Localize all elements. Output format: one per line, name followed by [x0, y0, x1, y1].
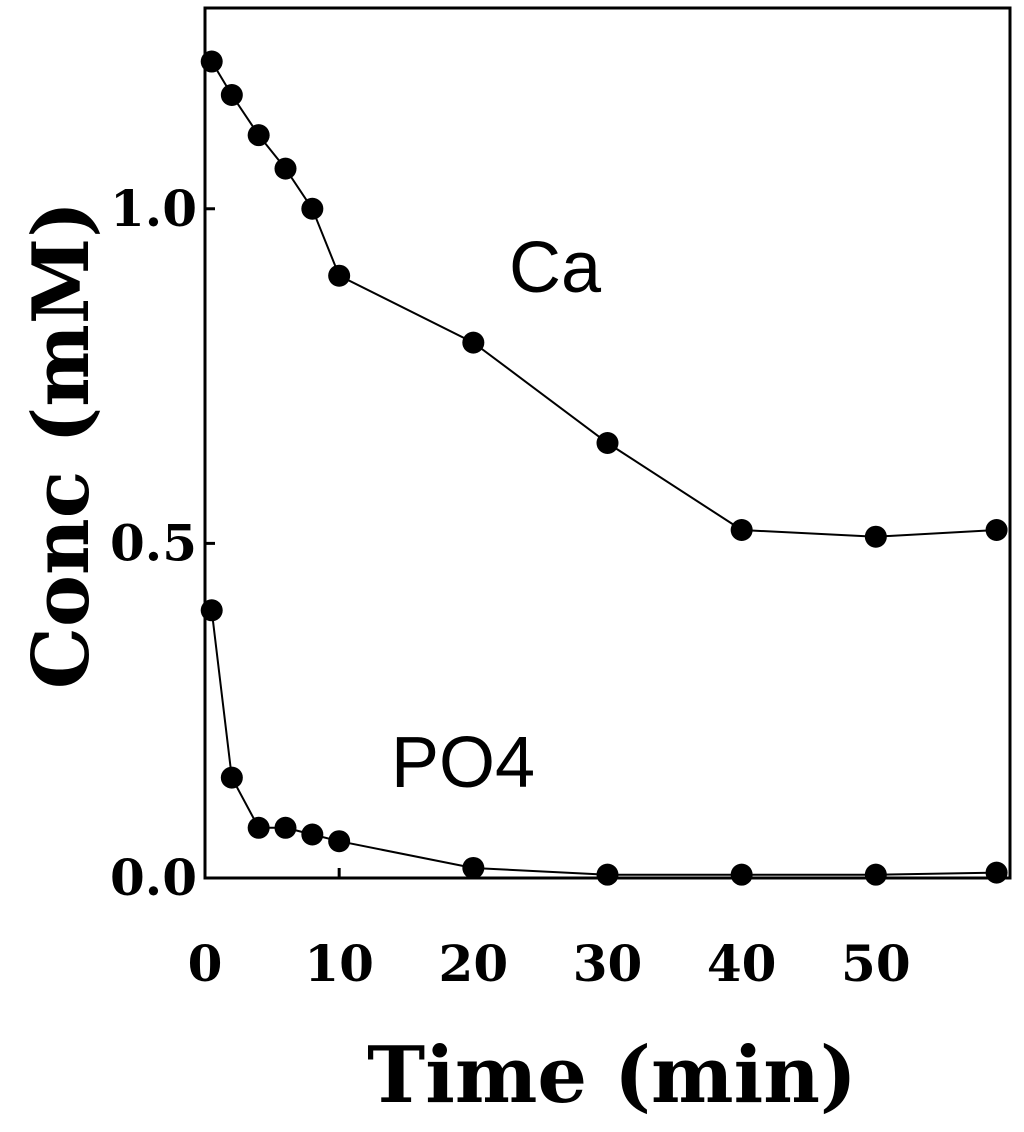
data-point-po4: [864, 863, 887, 886]
data-point-po4: [462, 856, 485, 879]
x-tick-label: 20: [439, 934, 509, 993]
series-po4: [200, 599, 1008, 886]
x-tick-label: 40: [707, 934, 777, 993]
data-point-ca: [864, 525, 887, 548]
data-point-ca: [985, 519, 1008, 541]
series-line-po4: [210, 610, 997, 876]
series-line-ca: [210, 60, 997, 538]
x-axis: 0 10 20 30 40 50: [188, 868, 911, 993]
data-point-po4: [274, 816, 297, 839]
y-axis: 0.0 0.5 1.0: [110, 179, 215, 907]
data-point-po4: [596, 863, 619, 886]
data-point-po4: [985, 861, 1008, 884]
data-point-po4: [730, 863, 753, 886]
x-tick-label: 0: [188, 934, 223, 993]
series-label-po4: PO4: [391, 723, 535, 803]
y-tick-label: 1.0: [110, 179, 197, 238]
x-tick-label: 30: [573, 934, 643, 993]
data-point-po4: [328, 830, 351, 853]
series-label-ca: Ca: [509, 228, 602, 308]
data-point-ca: [274, 157, 297, 180]
y-axis-title: Conc (mM): [16, 201, 107, 689]
series-layer: [200, 50, 1008, 886]
y-tick-label: 0.5: [110, 513, 197, 572]
data-point-po4: [200, 599, 223, 622]
data-point-ca: [220, 84, 243, 106]
series-ca: [200, 50, 1008, 548]
x-axis-title: Time (min): [367, 1030, 857, 1121]
x-tick-label: 50: [841, 934, 911, 993]
data-point-ca: [247, 124, 270, 147]
x-tick-label: 10: [304, 934, 374, 993]
data-point-po4: [301, 823, 324, 846]
data-point-ca: [730, 519, 753, 541]
data-point-ca: [462, 331, 485, 354]
data-point-ca: [200, 50, 223, 73]
data-point-ca: [301, 197, 324, 220]
y-tick-label: 0.0: [110, 848, 197, 907]
data-point-po4: [247, 816, 270, 839]
data-point-ca: [596, 432, 619, 454]
data-point-ca: [328, 264, 351, 287]
data-point-po4: [220, 766, 243, 789]
